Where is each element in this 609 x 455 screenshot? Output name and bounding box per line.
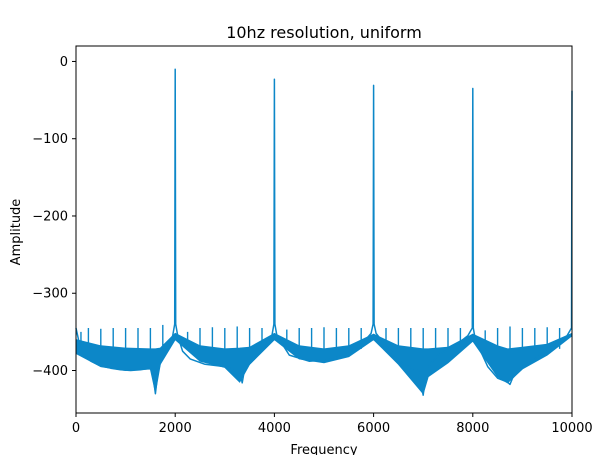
- x-tick-label: 6000: [357, 421, 390, 436]
- y-tick-label: −100: [32, 132, 68, 147]
- plot-area: [75, 68, 573, 396]
- x-tick-label: 0: [72, 421, 80, 436]
- y-tick-label: −400: [32, 364, 68, 379]
- x-tick-label: 4000: [258, 421, 291, 436]
- y-tick-label: −200: [32, 209, 68, 224]
- chart-title: 10hz resolution, uniform: [226, 23, 422, 42]
- x-axis: 0 2000 4000 6000 8000 10000: [72, 413, 593, 436]
- y-tick-label: −300: [32, 287, 68, 302]
- y-tick-label: 0: [60, 55, 68, 70]
- series-line: [75, 68, 573, 396]
- x-axis-label: Frequency: [290, 443, 357, 455]
- x-tick-label: 8000: [456, 421, 489, 436]
- x-tick-label: 2000: [159, 421, 192, 436]
- plot-frame: [75, 45, 573, 414]
- x-tick-label: 10000: [551, 421, 592, 436]
- y-axis-label: Amplitude: [9, 199, 24, 266]
- y-axis: 0 −100 −200 −300 −400: [32, 55, 76, 379]
